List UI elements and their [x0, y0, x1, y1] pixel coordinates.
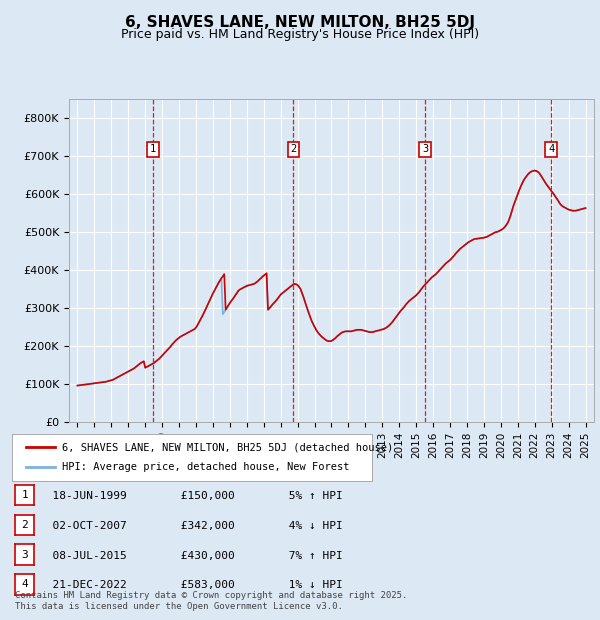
Text: 1: 1 — [21, 490, 28, 500]
Text: 3: 3 — [422, 144, 428, 154]
Text: 2: 2 — [21, 520, 28, 530]
Text: 4: 4 — [548, 144, 554, 154]
Text: 18-JUN-1999        £150,000        5% ↑ HPI: 18-JUN-1999 £150,000 5% ↑ HPI — [39, 491, 343, 501]
Text: 08-JUL-2015        £430,000        7% ↑ HPI: 08-JUL-2015 £430,000 7% ↑ HPI — [39, 551, 343, 560]
Text: 3: 3 — [21, 549, 28, 560]
Text: Price paid vs. HM Land Registry's House Price Index (HPI): Price paid vs. HM Land Registry's House … — [121, 28, 479, 41]
Text: 02-OCT-2007        £342,000        4% ↓ HPI: 02-OCT-2007 £342,000 4% ↓ HPI — [39, 521, 343, 531]
Text: 4: 4 — [21, 579, 28, 590]
Text: HPI: Average price, detached house, New Forest: HPI: Average price, detached house, New … — [62, 463, 350, 472]
Text: 6, SHAVES LANE, NEW MILTON, BH25 5DJ (detached house): 6, SHAVES LANE, NEW MILTON, BH25 5DJ (de… — [62, 442, 394, 452]
Text: 2: 2 — [290, 144, 296, 154]
Text: 1: 1 — [150, 144, 156, 154]
Text: 21-DEC-2022        £583,000        1% ↓ HPI: 21-DEC-2022 £583,000 1% ↓ HPI — [39, 580, 343, 590]
Text: Contains HM Land Registry data © Crown copyright and database right 2025.
This d: Contains HM Land Registry data © Crown c… — [15, 591, 407, 611]
Text: 6, SHAVES LANE, NEW MILTON, BH25 5DJ: 6, SHAVES LANE, NEW MILTON, BH25 5DJ — [125, 16, 475, 30]
